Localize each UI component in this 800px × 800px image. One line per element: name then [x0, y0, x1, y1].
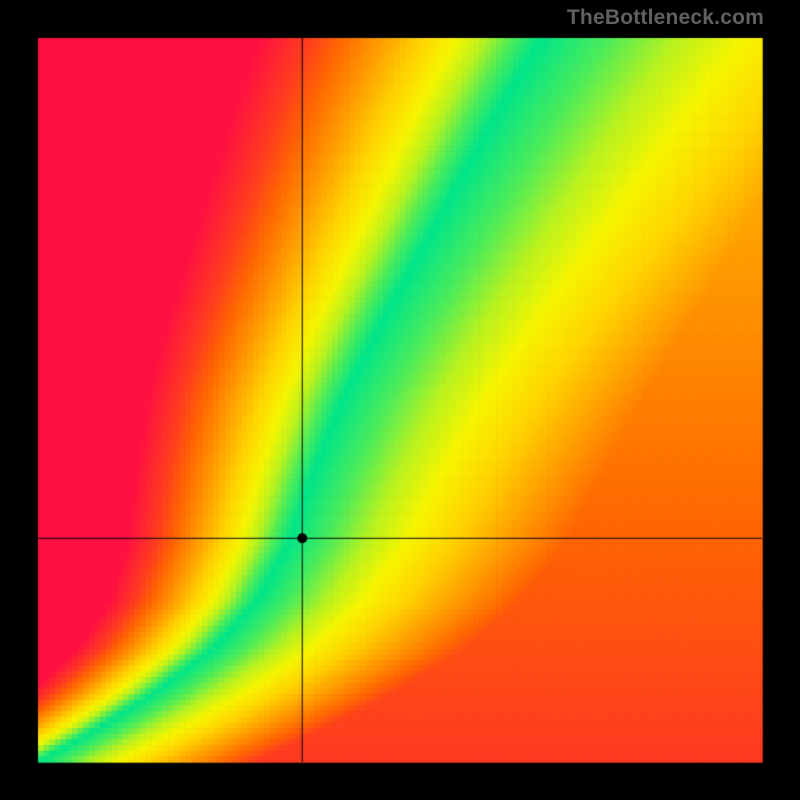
bottleneck-heatmap: [0, 0, 800, 800]
chart-container: TheBottleneck.com: [0, 0, 800, 800]
watermark-text: TheBottleneck.com: [567, 6, 764, 30]
